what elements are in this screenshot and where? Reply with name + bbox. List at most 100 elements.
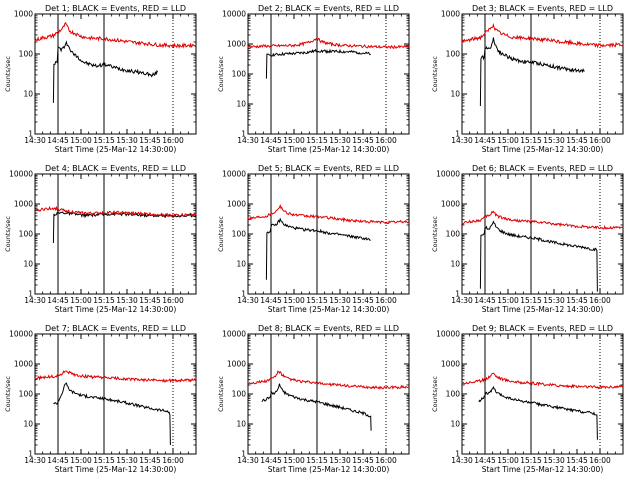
y-axis: 1 10 100 1000 10000 [436,170,623,299]
y-tick-label: 100 [446,230,461,239]
x-tick-label: 15:30 [543,456,565,465]
x-axis-title: Start Time (25-Mar-12 14:30:00) [482,145,604,154]
series-lld-line [461,210,624,230]
y-tick-label: 10 [236,260,246,269]
x-axis: 14:30 14:45 15:00 15:15 15:30 15:45 16:00 [237,334,402,465]
y-tick-label: 10000 [222,10,246,19]
series-lld-line [461,23,624,49]
x-tick-label: 14:45 [474,296,496,305]
series-events-line [265,48,371,79]
y-tick-label: 100 [232,390,247,399]
y-axis-label: Counts/sec [4,376,12,412]
series-events-line [265,217,371,280]
plot-frame [34,333,197,455]
x-axis-title: Start Time (25-Mar-12 14:30:00) [55,305,177,314]
y-tick-label: 1000 [441,360,460,369]
x-axis-title: Start Time (25-Mar-12 14:30:00) [55,145,177,154]
x-tick-label: 15:45 [566,296,588,305]
y-axis-label: Counts/sec [4,216,12,252]
y-tick-label: 1000 [227,360,246,369]
series-events-line [261,383,372,431]
y-tick-label: 10000 [9,170,33,179]
y-tick-label: 100 [19,390,34,399]
x-tick-label: 15:00 [70,456,92,465]
panel-title: Det 4; BLACK = Events, RED = LLD [45,164,186,173]
series-lld-line [34,21,197,50]
series-events-line [52,211,197,244]
x-tick-label: 14:45 [474,136,496,145]
x-tick-label: 15:15 [520,136,542,145]
y-tick-label: 1 [28,290,33,299]
x-tick-label: 15:30 [543,136,565,145]
x-tick-label: 14:45 [260,136,282,145]
x-tick-label: 15:15 [520,456,542,465]
y-axis: 1 10 100 1000 10000 [9,330,196,459]
x-tick-label: 15:00 [70,296,92,305]
plot-frame [34,173,197,295]
y-tick-label: 1 [241,450,246,459]
y-tick-label: 1000 [14,360,33,369]
x-tick-label: 15:15 [306,296,328,305]
y-tick-label: 10000 [222,330,246,339]
y-tick-label: 10 [450,420,460,429]
x-axis-title: Start Time (25-Mar-12 14:30:00) [268,465,390,474]
series-events-line [478,385,598,440]
x-tick-label: 14:30 [24,296,46,305]
x-tick-label: 14:30 [237,136,259,145]
x-tick-label: 15:30 [329,136,351,145]
y-tick-label: 1 [241,130,246,139]
x-axis: 14:30 14:45 15:00 15:15 15:30 15:45 16:00 [237,14,402,145]
series-lld-line [34,370,197,384]
y-tick-label: 10 [23,260,33,269]
y-tick-label: 1 [28,450,33,459]
x-axis: 14:30 14:45 15:00 15:15 15:30 15:45 16:00 [24,334,189,465]
y-axis-label: Counts/sec [217,376,225,412]
x-tick-label: 16:00 [589,456,611,465]
x-axis: 14:30 14:45 15:00 15:15 15:30 15:45 16:00 [24,14,189,145]
panel-title: Det 6; BLACK = Events, RED = LLD [472,164,613,173]
y-tick-label: 100 [19,50,34,59]
x-tick-label: 15:45 [352,136,374,145]
series-events-line [52,40,159,103]
x-tick-label: 14:30 [451,456,473,465]
x-tick-label: 15:45 [566,136,588,145]
panel-title: Det 5; BLACK = Events, RED = LLD [258,164,399,173]
y-tick-label: 10 [450,260,460,269]
x-axis: 14:30 14:45 15:00 15:15 15:30 15:45 16:00 [237,174,402,305]
x-tick-label: 14:45 [260,296,282,305]
x-tick-label: 15:45 [352,456,374,465]
y-tick-label: 100 [19,230,34,239]
x-tick-label: 16:00 [162,296,184,305]
panel-2: Det 2; BLACK = Events, RED = LLD 1 10 100 10… [217,4,410,154]
x-tick-label: 15:15 [306,136,328,145]
x-axis: 14:30 14:45 15:00 15:15 15:30 15:45 16:00 [451,334,616,465]
x-tick-label: 16:00 [589,136,611,145]
y-axis-label: Counts/sec [431,376,439,412]
x-axis: 14:30 14:45 15:00 15:15 15:30 15:45 16:00 [451,174,616,305]
y-axis: 1 10 100 1000 10000 [222,10,409,139]
y-tick-label: 10000 [222,170,246,179]
y-axis: 1 10 100 1000 10000 [222,170,409,299]
x-tick-label: 15:45 [139,456,161,465]
series-lld-line [461,372,624,390]
x-axis: 14:30 14:45 15:00 15:15 15:30 15:45 16:00 [24,174,189,305]
y-axis: 1 10 100 1000 10000 [222,330,409,459]
plot-frame [461,333,624,455]
x-tick-label: 15:45 [139,296,161,305]
y-tick-label: 10000 [9,330,33,339]
panel-title: Det 3; BLACK = Events, RED = LLD [472,4,613,13]
x-tick-label: 16:00 [162,136,184,145]
series-lld-line [34,205,197,218]
series-lld-line [247,203,410,225]
y-tick-label: 10 [236,100,246,109]
x-tick-label: 16:00 [375,456,397,465]
x-tick-label: 15:30 [116,136,138,145]
x-tick-label: 16:00 [375,296,397,305]
panel-title: Det 9; BLACK = Events, RED = LLD [472,324,613,333]
y-tick-label: 100 [232,70,247,79]
y-axis: 1 10 100 1000 10000 [9,170,196,299]
y-axis-label: Counts/sec [217,216,225,252]
y-axis-label: Counts/sec [217,56,225,92]
panel-title: Det 2; BLACK = Events, RED = LLD [258,4,399,13]
y-axis: 1 10 100 1000 [14,10,196,139]
